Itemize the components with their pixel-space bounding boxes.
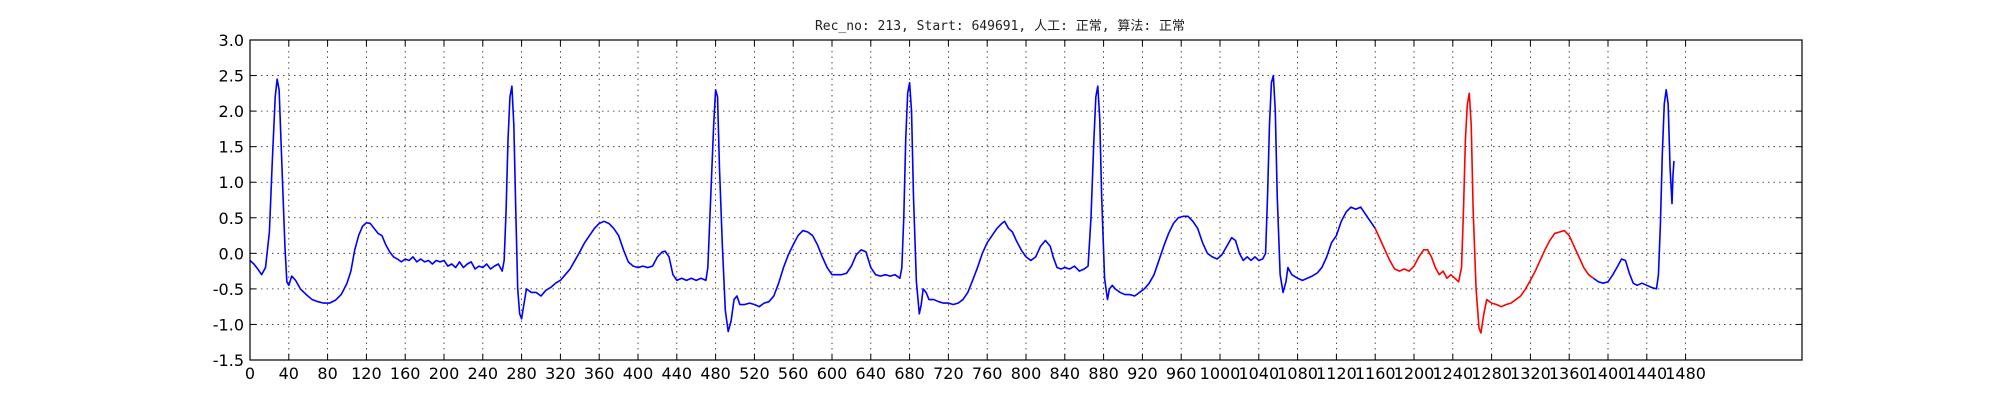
- x-tick-label: 1200: [1394, 364, 1435, 383]
- x-tick-label: 480: [700, 364, 731, 383]
- x-tick-label: 400: [623, 364, 654, 383]
- y-tick-label: 2.0: [219, 102, 244, 121]
- grid: [249, 39, 1802, 361]
- x-tick-label: 1160: [1355, 364, 1396, 383]
- x-tick-label: 1080: [1277, 364, 1318, 383]
- x-tick-label: 80: [317, 364, 337, 383]
- x-tick-label: 920: [1127, 364, 1158, 383]
- x-tick-label: 240: [468, 364, 499, 383]
- x-tick-label: 640: [856, 364, 887, 383]
- x-tick-label: 1400: [1588, 364, 1629, 383]
- ecg-series-line: [249, 74, 1376, 333]
- y-tick-label: 1.0: [219, 173, 244, 192]
- x-tick-label: 720: [933, 364, 964, 383]
- x-tick-label: 200: [429, 364, 460, 383]
- ecg-series-line: [1374, 92, 1594, 334]
- x-tick-label: 1280: [1471, 364, 1512, 383]
- x-tick-label: 280: [506, 364, 537, 383]
- x-tick-label: 1480: [1665, 364, 1706, 383]
- y-tick-label: -1.5: [213, 351, 244, 370]
- x-tick-label: 760: [972, 364, 1003, 383]
- x-tick-label: 120: [351, 364, 382, 383]
- x-tick-label: 600: [817, 364, 848, 383]
- x-tick-label: 1240: [1432, 364, 1473, 383]
- y-tick-label: -1.0: [213, 315, 244, 334]
- series-group: [249, 74, 1675, 334]
- ecg-series-line: [1592, 88, 1675, 290]
- y-tick-label: 3.0: [219, 31, 244, 50]
- x-tick-label: 960: [1166, 364, 1197, 383]
- x-tick-label: 1320: [1510, 364, 1551, 383]
- x-tick-label: 520: [739, 364, 770, 383]
- y-axis: -1.5 -1.0 -0.5 0.0 0.5 1.0 1.5 2.0 2.5 3.0: [213, 31, 1802, 370]
- x-tick-label: 360: [584, 364, 615, 383]
- y-tick-label: 1.5: [219, 138, 244, 157]
- x-tick-label: 0: [245, 364, 255, 383]
- x-tick-label: 1120: [1316, 364, 1357, 383]
- x-tick-label: 440: [662, 364, 693, 383]
- x-tick-label: 1040: [1238, 364, 1279, 383]
- x-axis: 0 40 80 120 160 200 240 280 320 360 400 440 480 520 56…: [245, 40, 1706, 383]
- x-tick-label: 880: [1088, 364, 1119, 383]
- x-tick-label: 680: [894, 364, 925, 383]
- y-tick-label: 0.0: [219, 244, 244, 263]
- x-tick-label: 40: [279, 364, 299, 383]
- x-tick-label: 1000: [1200, 364, 1241, 383]
- x-tick-label: 800: [1011, 364, 1042, 383]
- y-tick-label: -0.5: [213, 280, 244, 299]
- x-tick-label: 320: [545, 364, 576, 383]
- x-tick-label: 1360: [1549, 364, 1590, 383]
- x-tick-label: 160: [390, 364, 421, 383]
- x-tick-label: 560: [778, 364, 809, 383]
- y-tick-label: 2.5: [219, 67, 244, 86]
- y-tick-label: 0.5: [219, 209, 244, 228]
- x-tick-label: 1440: [1626, 364, 1667, 383]
- chart-title: Rec_no: 213, Start: 649691, 人工: 正常, 算法: …: [815, 19, 1185, 34]
- x-tick-label: 840: [1050, 364, 1081, 383]
